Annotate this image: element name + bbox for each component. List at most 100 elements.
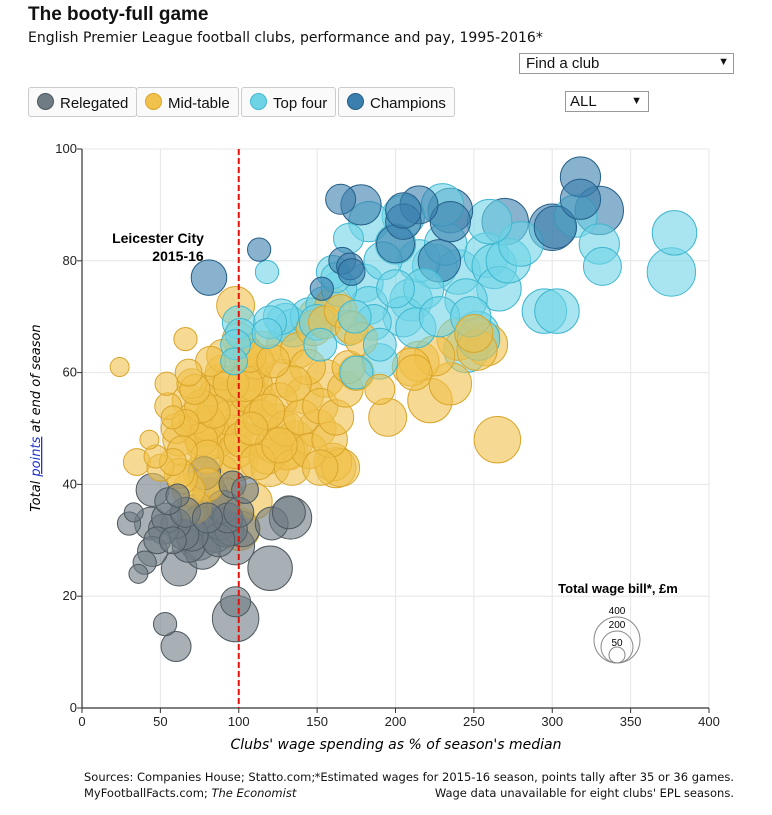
sources-footnote: Sources: Companies House; Statto.com; My… [84, 769, 315, 801]
y-axis-label: Total points at end of season [29, 324, 44, 511]
data-point-champions [325, 183, 357, 215]
data-point-mid-table [473, 415, 522, 464]
axes: 0 50 100 150 200 250 300 350 400 0 20 40 60 80 100 [55, 141, 720, 729]
y-axis-label-part3: at end of season [29, 324, 44, 436]
data-point-mid-table [261, 427, 298, 464]
note-line2: Wage data unavailable for eight clubs' E… [434, 786, 734, 800]
chart-title: The booty-full game [28, 4, 209, 25]
legend-button-relegated[interactable]: Relegated [28, 87, 138, 117]
x-tick-label: 250 [463, 714, 485, 729]
select-arrow-icon: ▼ [631, 95, 642, 107]
data-point-mid-table [234, 411, 269, 446]
data-point-relegated [247, 545, 293, 591]
data-point-relegated [271, 495, 306, 530]
data-point-mid-table [454, 313, 494, 353]
data-point-top-four [251, 317, 283, 349]
y-axis-label-link[interactable]: points [29, 436, 44, 477]
size-legend-circle-50 [608, 646, 626, 664]
size-legend: Total wage bill*, £m 400 200 50 [558, 581, 678, 664]
data-point-top-four [651, 210, 698, 256]
data-point-top-four [303, 327, 338, 362]
x-tick-label: 50 [153, 714, 167, 729]
data-point-relegated [152, 612, 178, 637]
sources-line2a: MyFootballFacts.com; [84, 786, 212, 800]
dropdown-arrow-icon: ▼ [718, 56, 729, 68]
size-legend-title: Total wage bill*, £m [558, 581, 678, 596]
relegated-dot-icon [37, 93, 54, 110]
season-filter-select[interactable]: ALL ▼ [565, 91, 649, 112]
data-point-champions [385, 192, 422, 229]
x-tick-label: 0 [78, 714, 85, 729]
annotation-leicester-line1: Leicester City [112, 230, 204, 246]
x-tick-label: 100 [228, 714, 250, 729]
data-points [109, 156, 698, 663]
annotation-group: Leicester City 2015-16 [112, 230, 204, 264]
data-point-relegated [158, 526, 187, 555]
y-tick-label: 40 [63, 476, 77, 491]
size-legend-label-200: 200 [609, 620, 626, 631]
data-point-mid-table [154, 371, 179, 396]
data-point-relegated [165, 483, 190, 508]
data-point-champions [429, 201, 471, 243]
x-tick-label: 350 [620, 714, 642, 729]
legend-button-mid-table[interactable]: Mid-table [136, 87, 239, 117]
x-tick-label: 400 [698, 714, 720, 729]
data-point-mid-table [368, 397, 408, 437]
data-point-relegated [220, 586, 252, 618]
data-point-top-four [534, 288, 580, 334]
x-tick-label: 150 [306, 714, 328, 729]
data-point-relegated [191, 502, 223, 534]
data-point-relegated [128, 563, 149, 584]
sources-line2: MyFootballFacts.com; The Economist [84, 785, 315, 801]
data-point-champions [533, 205, 578, 249]
data-point-top-four [220, 347, 248, 376]
data-point-champions [337, 258, 366, 286]
y-tick-label: 80 [63, 253, 77, 268]
data-point-top-four [254, 259, 280, 285]
data-point-relegated [231, 476, 259, 504]
y-tick-label: 60 [63, 365, 77, 380]
champions-dot-icon [347, 93, 364, 110]
note-line1: *Estimated wages for 2015-16 season, poi… [314, 770, 734, 784]
chart-subtitle: English Premier League football clubs, p… [28, 30, 543, 46]
x-axis-label: Clubs' wage spending as % of season's me… [231, 737, 562, 753]
x-tick-label: 200 [385, 714, 407, 729]
estimate-footnote: *Estimated wages for 2015-16 season, poi… [315, 769, 734, 801]
x-tick-label: 300 [541, 714, 563, 729]
y-tick-label: 20 [63, 588, 77, 603]
legend-label: Top four [273, 95, 328, 112]
y-axis-label-part1: Total [29, 477, 44, 512]
data-point-top-four [337, 299, 372, 334]
find-club-dropdown[interactable]: Find a club ▼ [519, 53, 734, 74]
data-point-top-four [362, 327, 397, 362]
data-point-champions [559, 178, 602, 220]
data-point-mid-table [173, 326, 198, 352]
data-point-top-four [376, 269, 415, 309]
data-point-mid-table [160, 405, 186, 430]
legend-label: Champions [370, 95, 446, 112]
legend-button-champions[interactable]: Champions [338, 87, 455, 117]
sources-line2b: The Economist [211, 786, 297, 800]
data-point-top-four [582, 246, 622, 286]
top-four-dot-icon [250, 93, 267, 110]
legend-button-top-four[interactable]: Top four [241, 87, 337, 117]
data-point-champions [309, 276, 334, 301]
data-point-champions [190, 259, 228, 296]
legend-label: Relegated [60, 95, 129, 112]
season-filter-value: ALL [570, 93, 597, 110]
data-point-mid-table [302, 449, 339, 486]
legend-label: Mid-table [168, 95, 230, 112]
data-point-champions [247, 237, 272, 262]
data-point-mid-table [396, 354, 433, 391]
data-point-relegated [123, 502, 144, 523]
find-club-label: Find a club [526, 55, 600, 72]
data-point-mid-table [109, 357, 130, 377]
sources-line1: Sources: Companies House; Statto.com; [84, 770, 316, 784]
y-tick-label: 0 [70, 700, 77, 715]
data-point-mid-table [256, 344, 291, 379]
data-point-mid-table [139, 429, 160, 450]
data-point-mid-table [275, 365, 312, 403]
data-point-relegated [160, 631, 192, 663]
y-tick-label: 100 [55, 141, 77, 156]
